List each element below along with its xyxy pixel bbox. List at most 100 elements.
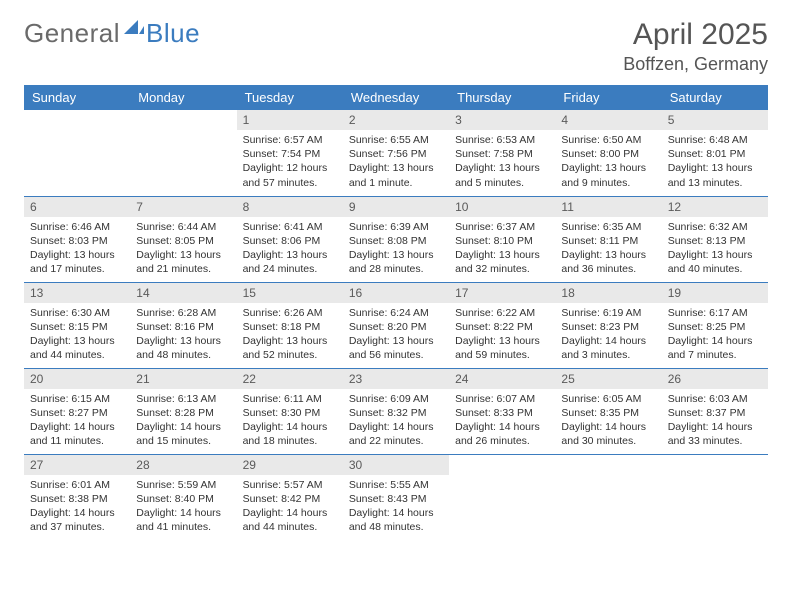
day-number: 12 bbox=[662, 197, 768, 217]
calendar-cell: 12Sunrise: 6:32 AMSunset: 8:13 PMDayligh… bbox=[662, 196, 768, 282]
daylight-text: Daylight: 14 hours and 18 minutes. bbox=[243, 420, 337, 448]
sunrise-text: Sunrise: 6:57 AM bbox=[243, 133, 337, 147]
day-number: 22 bbox=[237, 369, 343, 389]
daylight-text: Daylight: 13 hours and 59 minutes. bbox=[455, 334, 549, 362]
sunset-text: Sunset: 8:06 PM bbox=[243, 234, 337, 248]
day-number: 4 bbox=[555, 110, 661, 130]
calendar-week: 6Sunrise: 6:46 AMSunset: 8:03 PMDaylight… bbox=[24, 196, 768, 282]
calendar-body: 1Sunrise: 6:57 AMSunset: 7:54 PMDaylight… bbox=[24, 110, 768, 540]
logo-text-blue: Blue bbox=[146, 18, 200, 49]
day-details: Sunrise: 6:22 AMSunset: 8:22 PMDaylight:… bbox=[449, 303, 555, 367]
sunrise-text: Sunrise: 6:09 AM bbox=[349, 392, 443, 406]
day-details: Sunrise: 6:15 AMSunset: 8:27 PMDaylight:… bbox=[24, 389, 130, 453]
calendar-cell bbox=[449, 454, 555, 540]
calendar-cell: 13Sunrise: 6:30 AMSunset: 8:15 PMDayligh… bbox=[24, 282, 130, 368]
sunset-text: Sunset: 8:15 PM bbox=[30, 320, 124, 334]
daylight-text: Daylight: 13 hours and 36 minutes. bbox=[561, 248, 655, 276]
calendar-cell bbox=[555, 454, 661, 540]
daylight-text: Daylight: 14 hours and 41 minutes. bbox=[136, 506, 230, 534]
daylight-text: Daylight: 14 hours and 22 minutes. bbox=[349, 420, 443, 448]
sunset-text: Sunset: 8:01 PM bbox=[668, 147, 762, 161]
sunrise-text: Sunrise: 6:13 AM bbox=[136, 392, 230, 406]
day-number: 15 bbox=[237, 283, 343, 303]
weekday-heading: Wednesday bbox=[343, 85, 449, 110]
day-number: 21 bbox=[130, 369, 236, 389]
sunrise-text: Sunrise: 6:50 AM bbox=[561, 133, 655, 147]
sunrise-text: Sunrise: 6:44 AM bbox=[136, 220, 230, 234]
header: General Blue April 2025 Boffzen, Germany bbox=[24, 18, 768, 75]
sunset-text: Sunset: 8:27 PM bbox=[30, 406, 124, 420]
day-details: Sunrise: 6:03 AMSunset: 8:37 PMDaylight:… bbox=[662, 389, 768, 453]
sunset-text: Sunset: 8:03 PM bbox=[30, 234, 124, 248]
weekday-heading: Saturday bbox=[662, 85, 768, 110]
calendar-cell: 29Sunrise: 5:57 AMSunset: 8:42 PMDayligh… bbox=[237, 454, 343, 540]
calendar-cell: 2Sunrise: 6:55 AMSunset: 7:56 PMDaylight… bbox=[343, 110, 449, 196]
sunrise-text: Sunrise: 6:53 AM bbox=[455, 133, 549, 147]
logo-text-general: General bbox=[24, 18, 120, 49]
logo: General Blue bbox=[24, 18, 200, 49]
logo-sail-icon bbox=[124, 18, 144, 39]
day-details: Sunrise: 6:50 AMSunset: 8:00 PMDaylight:… bbox=[555, 130, 661, 194]
sunrise-text: Sunrise: 6:39 AM bbox=[349, 220, 443, 234]
sunset-text: Sunset: 8:10 PM bbox=[455, 234, 549, 248]
day-number: 20 bbox=[24, 369, 130, 389]
calendar-cell: 19Sunrise: 6:17 AMSunset: 8:25 PMDayligh… bbox=[662, 282, 768, 368]
sunset-text: Sunset: 8:32 PM bbox=[349, 406, 443, 420]
day-details: Sunrise: 6:24 AMSunset: 8:20 PMDaylight:… bbox=[343, 303, 449, 367]
month-title: April 2025 bbox=[623, 18, 768, 52]
calendar-cell: 20Sunrise: 6:15 AMSunset: 8:27 PMDayligh… bbox=[24, 368, 130, 454]
calendar-cell: 3Sunrise: 6:53 AMSunset: 7:58 PMDaylight… bbox=[449, 110, 555, 196]
day-details: Sunrise: 6:30 AMSunset: 8:15 PMDaylight:… bbox=[24, 303, 130, 367]
calendar-cell: 7Sunrise: 6:44 AMSunset: 8:05 PMDaylight… bbox=[130, 196, 236, 282]
day-details: Sunrise: 5:55 AMSunset: 8:43 PMDaylight:… bbox=[343, 475, 449, 539]
sunrise-text: Sunrise: 6:19 AM bbox=[561, 306, 655, 320]
day-number: 6 bbox=[24, 197, 130, 217]
day-number: 16 bbox=[343, 283, 449, 303]
calendar-cell: 21Sunrise: 6:13 AMSunset: 8:28 PMDayligh… bbox=[130, 368, 236, 454]
sunrise-text: Sunrise: 6:15 AM bbox=[30, 392, 124, 406]
daylight-text: Daylight: 14 hours and 48 minutes. bbox=[349, 506, 443, 534]
day-number: 23 bbox=[343, 369, 449, 389]
day-details: Sunrise: 6:35 AMSunset: 8:11 PMDaylight:… bbox=[555, 217, 661, 281]
day-number: 10 bbox=[449, 197, 555, 217]
day-details: Sunrise: 6:11 AMSunset: 8:30 PMDaylight:… bbox=[237, 389, 343, 453]
day-details: Sunrise: 6:37 AMSunset: 8:10 PMDaylight:… bbox=[449, 217, 555, 281]
sunrise-text: Sunrise: 6:11 AM bbox=[243, 392, 337, 406]
calendar-cell: 25Sunrise: 6:05 AMSunset: 8:35 PMDayligh… bbox=[555, 368, 661, 454]
calendar-cell: 27Sunrise: 6:01 AMSunset: 8:38 PMDayligh… bbox=[24, 454, 130, 540]
weekday-heading: Friday bbox=[555, 85, 661, 110]
calendar-cell bbox=[130, 110, 236, 196]
sunrise-text: Sunrise: 6:22 AM bbox=[455, 306, 549, 320]
weekday-heading: Tuesday bbox=[237, 85, 343, 110]
day-details: Sunrise: 6:55 AMSunset: 7:56 PMDaylight:… bbox=[343, 130, 449, 194]
day-number: 27 bbox=[24, 455, 130, 475]
calendar-cell: 8Sunrise: 6:41 AMSunset: 8:06 PMDaylight… bbox=[237, 196, 343, 282]
sunset-text: Sunset: 8:40 PM bbox=[136, 492, 230, 506]
calendar-cell bbox=[662, 454, 768, 540]
sunrise-text: Sunrise: 6:55 AM bbox=[349, 133, 443, 147]
daylight-text: Daylight: 13 hours and 52 minutes. bbox=[243, 334, 337, 362]
sunset-text: Sunset: 8:08 PM bbox=[349, 234, 443, 248]
daylight-text: Daylight: 14 hours and 15 minutes. bbox=[136, 420, 230, 448]
sunrise-text: Sunrise: 6:05 AM bbox=[561, 392, 655, 406]
sunrise-text: Sunrise: 6:30 AM bbox=[30, 306, 124, 320]
calendar-cell: 15Sunrise: 6:26 AMSunset: 8:18 PMDayligh… bbox=[237, 282, 343, 368]
day-number: 25 bbox=[555, 369, 661, 389]
sunset-text: Sunset: 8:23 PM bbox=[561, 320, 655, 334]
day-details: Sunrise: 6:01 AMSunset: 8:38 PMDaylight:… bbox=[24, 475, 130, 539]
sunset-text: Sunset: 8:05 PM bbox=[136, 234, 230, 248]
calendar-cell: 22Sunrise: 6:11 AMSunset: 8:30 PMDayligh… bbox=[237, 368, 343, 454]
daylight-text: Daylight: 14 hours and 44 minutes. bbox=[243, 506, 337, 534]
sunrise-text: Sunrise: 6:41 AM bbox=[243, 220, 337, 234]
daylight-text: Daylight: 12 hours and 57 minutes. bbox=[243, 161, 337, 189]
calendar-cell: 5Sunrise: 6:48 AMSunset: 8:01 PMDaylight… bbox=[662, 110, 768, 196]
day-number: 26 bbox=[662, 369, 768, 389]
sunset-text: Sunset: 8:38 PM bbox=[30, 492, 124, 506]
day-number: 19 bbox=[662, 283, 768, 303]
day-number: 8 bbox=[237, 197, 343, 217]
sunset-text: Sunset: 8:16 PM bbox=[136, 320, 230, 334]
day-details: Sunrise: 6:57 AMSunset: 7:54 PMDaylight:… bbox=[237, 130, 343, 194]
day-details: Sunrise: 6:26 AMSunset: 8:18 PMDaylight:… bbox=[237, 303, 343, 367]
calendar-week: 20Sunrise: 6:15 AMSunset: 8:27 PMDayligh… bbox=[24, 368, 768, 454]
day-details: Sunrise: 6:28 AMSunset: 8:16 PMDaylight:… bbox=[130, 303, 236, 367]
